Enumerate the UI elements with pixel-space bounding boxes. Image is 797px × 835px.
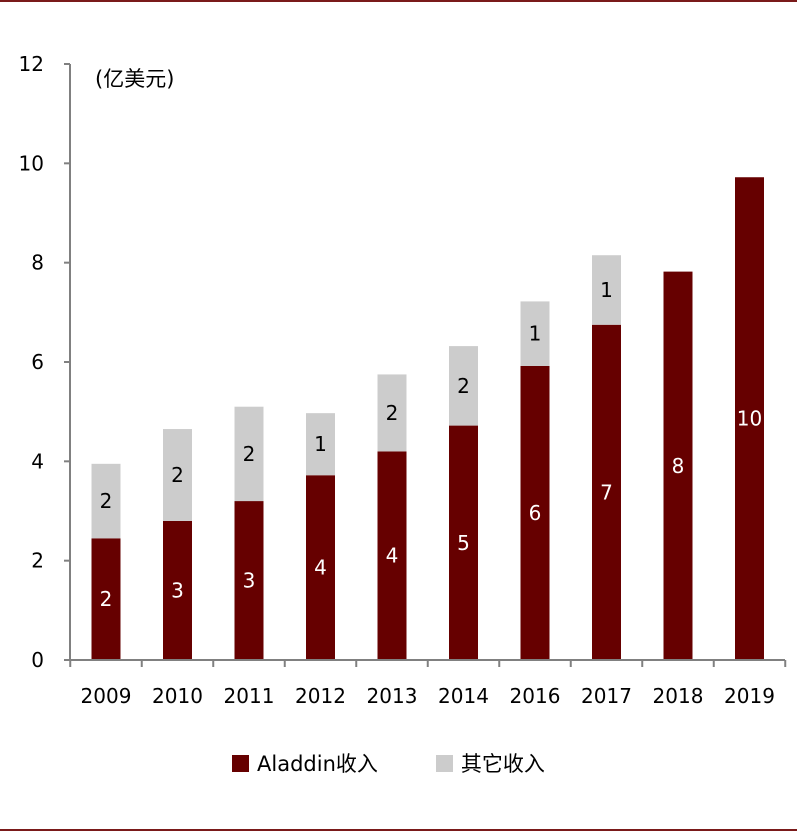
bar-label-other: 1: [314, 432, 327, 456]
x-tick-label: 2012: [295, 684, 346, 708]
legend-item-other: 其它收入: [435, 748, 545, 778]
y-tick-label: 0: [31, 648, 44, 672]
bar-label-aladdin: 2: [100, 587, 113, 611]
bar-aladdin: [377, 451, 407, 660]
bar-label-aladdin: 4: [386, 544, 399, 568]
bottom-rule: [0, 829, 797, 831]
y-tick-label: 8: [31, 251, 44, 275]
bars-group: 2 2 3 2 3 2 4 1 4 2 5 2 6 1 7 1 8 10: [91, 177, 764, 661]
legend-swatch-aladdin: [232, 754, 249, 772]
bar-other: [163, 429, 192, 521]
bar-label-other: 1: [600, 278, 613, 302]
x-tick-label: 2013: [367, 684, 418, 708]
x-tick-label: 2018: [653, 684, 704, 708]
bar-other: [520, 301, 550, 366]
bar-label-other: 1: [529, 322, 542, 346]
bar-label-other: 2: [457, 374, 470, 398]
legend-swatch-other: [435, 754, 453, 772]
y-tick-label: 2: [31, 549, 44, 573]
bar-label-other: 2: [386, 401, 399, 425]
legend-label-other: 其它收入: [460, 752, 545, 776]
bar-aladdin: [91, 538, 121, 660]
y-tick-label: 6: [31, 350, 44, 374]
bar-aladdin: [592, 324, 621, 660]
bar-label-aladdin: 6: [529, 501, 542, 525]
bar-aladdin: [234, 501, 264, 660]
x-tick-label: 2010: [152, 684, 203, 708]
x-tick-label: 2016: [510, 684, 561, 708]
y-tick-label: 4: [31, 449, 44, 473]
bar-label-aladdin: 10: [737, 407, 762, 431]
bar-aladdin: [449, 425, 478, 660]
bar-label-aladdin: 8: [672, 454, 685, 478]
bar-aladdin: [163, 520, 192, 660]
bar-label-aladdin: 4: [314, 556, 327, 580]
bar-label-aladdin: 3: [171, 578, 184, 602]
bar-aladdin: [735, 177, 764, 661]
unit-label: (亿美元): [95, 67, 174, 91]
y-tick-label: 12: [19, 52, 44, 76]
legend-label-aladdin: Aladdin收入: [257, 752, 378, 776]
bar-other: [306, 413, 335, 476]
bar-other: [592, 255, 621, 325]
x-tick-label: 2019: [724, 684, 775, 708]
y-tick-label: 10: [19, 151, 44, 175]
bar-label-aladdin: 7: [600, 480, 613, 504]
legend: Aladdin收入 其它收入: [232, 748, 603, 778]
bar-label-aladdin: 5: [457, 531, 470, 555]
x-tick-label: 2017: [581, 684, 632, 708]
legend-item-aladdin: Aladdin收入: [232, 748, 378, 778]
bar-label-other: 2: [243, 442, 256, 466]
bar-other: [234, 406, 264, 502]
bar-label-aladdin: 3: [243, 569, 256, 593]
bar-aladdin: [663, 271, 693, 660]
bar-aladdin: [520, 365, 550, 660]
bar-other: [449, 346, 478, 426]
bar-other: [91, 463, 121, 539]
x-tick-label: 2014: [438, 684, 489, 708]
bar-aladdin: [306, 475, 335, 660]
bar-label-other: 2: [171, 463, 184, 487]
bar-other: [377, 374, 407, 452]
top-rule: [0, 0, 797, 2]
x-tick-label: 2011: [224, 684, 275, 708]
bar-label-other: 2: [100, 489, 113, 513]
x-tick-label: 2009: [81, 684, 132, 708]
